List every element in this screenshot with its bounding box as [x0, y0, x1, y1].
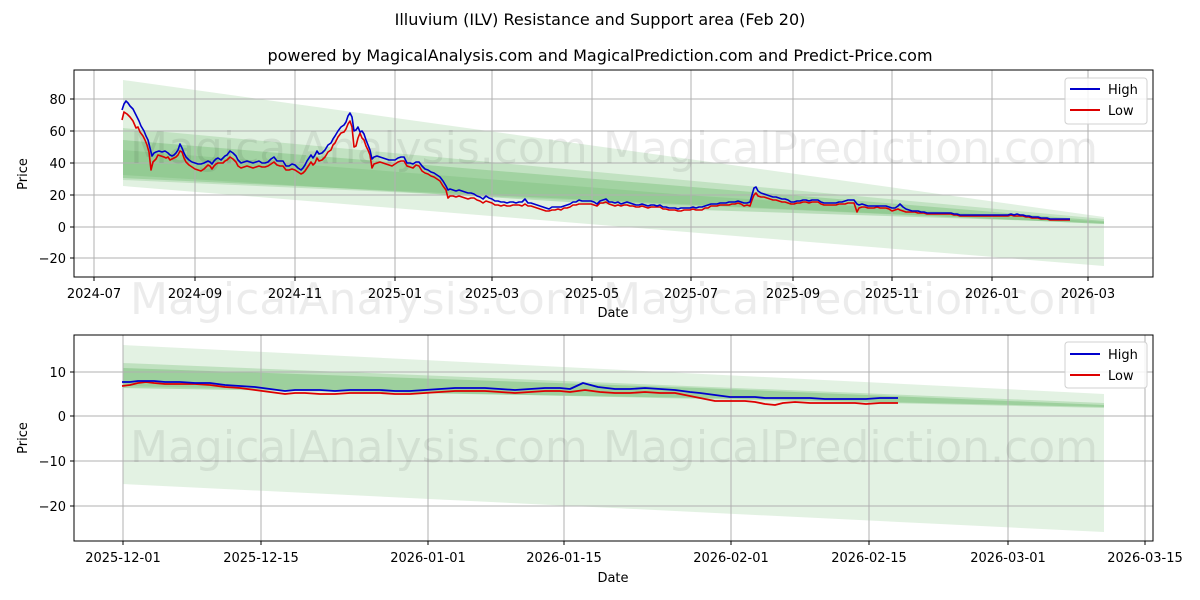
legend-bottom: High Low [1064, 341, 1148, 389]
x-tick: 2026-01 [965, 287, 1019, 302]
watermark-analysis-3: MagicalAnalysis.com [130, 422, 588, 473]
watermark-analysis-2: MagicalAnalysis.com [130, 274, 588, 325]
y-axis-label: Price [16, 422, 31, 454]
watermark-prediction-2: MagicalPrediction.com [603, 274, 1098, 325]
x-tick: 2025-12-01 [85, 551, 161, 566]
high-line-top [121, 100, 1070, 220]
y-tick: 20 [49, 189, 66, 204]
legend-top: High Low [1064, 77, 1148, 125]
y-tick: −20 [39, 500, 66, 515]
x-tick: 2025-05 [565, 287, 619, 302]
grid-lines [74, 335, 1153, 541]
x-tick: 2026-03-15 [1107, 551, 1183, 566]
x-tick: 2026-01-15 [526, 551, 602, 566]
x-axis-label: Date [597, 306, 628, 321]
chart-title: Illuvium (ILV) Resistance and Support ar… [394, 10, 806, 29]
x-tick: 2024-09 [168, 287, 222, 302]
legend-low-label: Low [1108, 104, 1134, 119]
watermark-prediction-3: MagicalPrediction.com [603, 422, 1098, 473]
x-tick: 2025-12-15 [223, 551, 299, 566]
x-axis-label: Date [597, 571, 628, 586]
top-axes-frame [73, 69, 1154, 278]
y-tick: −20 [39, 252, 66, 267]
x-tick: 2026-02-01 [693, 551, 769, 566]
x-tick: 2026-02-15 [831, 551, 907, 566]
high-line-bottom [122, 380, 898, 400]
x-tick: 2025-09 [766, 287, 820, 302]
y-tick: 10 [49, 366, 66, 381]
y-tick: 0 [58, 410, 66, 425]
low-line-top [121, 111, 1070, 221]
y-tick: 80 [49, 93, 66, 108]
band-inner [123, 368, 1104, 407]
y-tick: −10 [39, 455, 66, 470]
x-tick: 2025-01 [368, 287, 422, 302]
bottom-panel: MagicalAnalysis.com MagicalPrediction.co… [16, 334, 1183, 586]
x-tick: 2025-07 [664, 287, 718, 302]
y-tick: 40 [49, 157, 66, 172]
x-tick: 2025-11 [865, 287, 919, 302]
x-tick: 2026-03-01 [970, 551, 1046, 566]
legend-low-label: Low [1108, 369, 1134, 384]
x-tick: 2026-03 [1061, 287, 1115, 302]
legend-high-label: High [1108, 83, 1138, 98]
y-tick: 60 [49, 125, 66, 140]
x-tick: 2024-07 [67, 287, 121, 302]
band-outer [123, 80, 1104, 266]
bottom-axes-frame [73, 334, 1154, 542]
band-inner [123, 140, 1104, 224]
grid-lines [74, 70, 1153, 277]
y-tick: 0 [58, 221, 66, 236]
x-tick: 2025-03 [465, 287, 519, 302]
low-line-bottom [121, 381, 898, 406]
x-tick: 2024-11 [268, 287, 322, 302]
chart-subtitle: powered by MagicalAnalysis.com and Magic… [267, 46, 933, 65]
watermark-prediction: MagicalPrediction.com [603, 123, 1098, 174]
top-panel: MagicalAnalysis.com MagicalPrediction.co… [16, 69, 1154, 325]
y-axis-label: Price [16, 158, 31, 190]
watermark-analysis: MagicalAnalysis.com [130, 123, 588, 174]
x-tick: 2026-01-01 [390, 551, 466, 566]
legend-high-label: High [1108, 348, 1138, 363]
